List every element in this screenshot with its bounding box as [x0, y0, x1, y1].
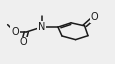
- Text: N: N: [38, 22, 45, 32]
- Text: O: O: [19, 37, 27, 47]
- Text: O: O: [11, 27, 19, 37]
- Text: O: O: [90, 12, 97, 22]
